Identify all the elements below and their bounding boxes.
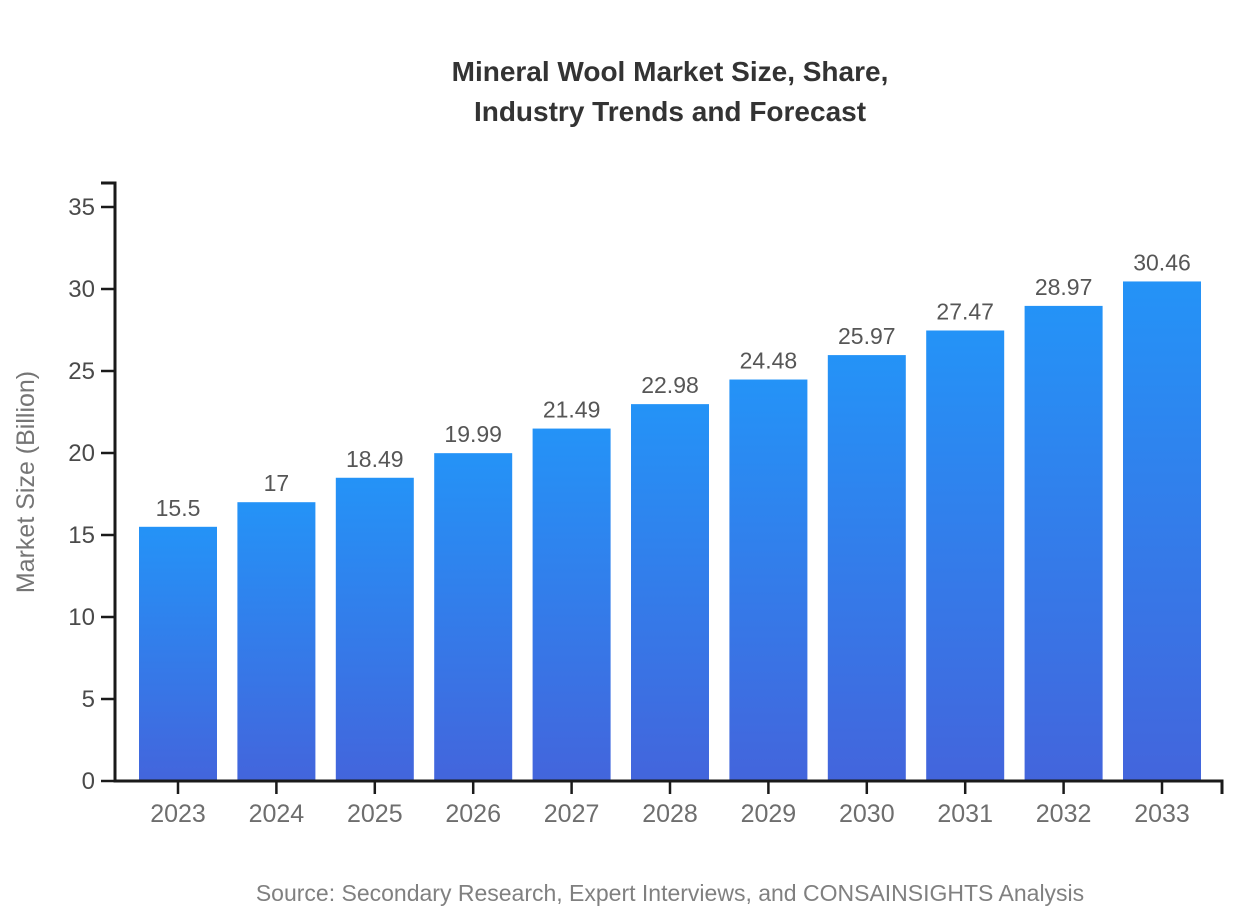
x-tick-label: 2024 xyxy=(249,800,305,828)
chart-title-line2: Industry Trends and Forecast xyxy=(474,96,866,127)
x-tick-label: 2030 xyxy=(839,800,895,828)
bar-2025 xyxy=(335,477,414,781)
x-tick-label: 2031 xyxy=(937,800,993,828)
y-tick-label: 25 xyxy=(68,358,95,385)
bar-value-label: 19.99 xyxy=(444,421,502,447)
bar-2023 xyxy=(139,526,217,781)
bar-value-label: 24.48 xyxy=(740,348,798,374)
bar-2029 xyxy=(729,379,808,781)
y-tick-label: 10 xyxy=(68,604,95,631)
bar-2031 xyxy=(926,330,1005,781)
bar-2032 xyxy=(1024,305,1103,781)
x-tick-label: 2025 xyxy=(347,800,403,828)
bar-value-label: 22.98 xyxy=(641,372,699,398)
bar-2028 xyxy=(631,404,709,781)
x-tick-label: 2029 xyxy=(741,800,797,828)
bars-layer: 15.5 17 18.49 19.99 21.49 22.98 24.48 25.97 27.4… xyxy=(139,249,1201,781)
y-tick-label: 20 xyxy=(68,440,95,467)
bar-2024 xyxy=(237,502,316,781)
bar-value-label: 17 xyxy=(264,470,290,496)
bar-value-label: 21.49 xyxy=(543,397,601,423)
bar-value-label: 28.97 xyxy=(1035,274,1093,300)
bar-value-label: 27.47 xyxy=(936,298,994,324)
bar-value-label: 25.97 xyxy=(838,323,896,349)
y-axis-title: Market Size (Billion) xyxy=(12,371,40,593)
bar-value-label: 15.5 xyxy=(156,495,201,521)
y-tick-label: 30 xyxy=(68,276,95,303)
x-tick-label: 2026 xyxy=(445,800,501,828)
bar-2030 xyxy=(827,355,906,781)
x-tick-label: 2023 xyxy=(150,800,206,828)
bar-2033 xyxy=(1123,281,1201,781)
x-tick-label: 2032 xyxy=(1036,800,1092,828)
source-note: Source: Secondary Research, Expert Inter… xyxy=(256,880,1084,906)
y-tick-label: 0 xyxy=(82,768,95,795)
x-tick-label: 2027 xyxy=(544,800,600,828)
bar-value-label: 18.49 xyxy=(346,446,404,472)
chart-title-line1: Mineral Wool Market Size, Share, xyxy=(452,56,889,87)
bar-2026 xyxy=(434,453,513,781)
x-tick-label: 2028 xyxy=(642,800,698,828)
y-tick-label: 15 xyxy=(68,522,95,549)
y-tick-label: 5 xyxy=(82,686,95,713)
x-tick-label: 2033 xyxy=(1134,800,1190,828)
y-tick-label: 35 xyxy=(68,194,95,221)
bar-value-label: 30.46 xyxy=(1133,249,1191,275)
bar-2027 xyxy=(532,428,611,781)
